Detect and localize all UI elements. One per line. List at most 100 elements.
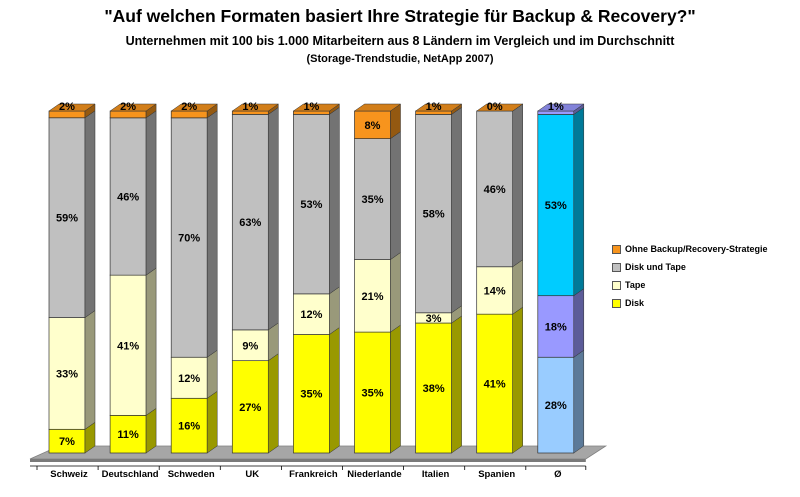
bar-uk-disk-und-tape-side	[268, 106, 279, 331]
legend-item-ohne: Ohne Backup/Recovery-Strategie	[612, 240, 768, 258]
bar-schweden-disk	[170, 397, 208, 454]
bar-spanien-tape-side	[512, 259, 523, 315]
bar-deutschland-ohne-backup-recovery-strategie-top	[109, 103, 157, 112]
bar-niederlande-disk-und-tape-side	[390, 131, 401, 261]
legend-item-tape: Tape	[612, 276, 768, 294]
chart-subtitle: Unternehmen mit 100 bis 1.000 Mitarbeite…	[125, 34, 675, 48]
x-tick-label-average: Ø	[554, 469, 561, 480]
bar-deutschland-disk-side	[145, 407, 157, 454]
bar-deutschland-tape-side	[145, 267, 157, 416]
data-label-schweiz-1: 33%	[56, 368, 78, 380]
bar-niederlande-disk-side	[390, 324, 401, 454]
x-tick-label-schweden: Schweden	[168, 469, 215, 480]
legend-label-disk: Disk	[625, 298, 645, 308]
bar-spanien-disk-und-tape-side	[512, 103, 523, 268]
bar-italien-ohne-backup-recovery-strategie-top	[414, 103, 463, 112]
chart-floor-edge	[30, 459, 586, 462]
bar-spanien-ohne-backup-recovery-strategie-top	[475, 103, 524, 112]
x-tick-label-frankreich: Frankreich	[289, 469, 338, 480]
data-label-frankreich-2: 53%	[300, 199, 322, 211]
data-label-deutschland-2: 46%	[117, 192, 139, 204]
data-label-spanien-0: 41%	[484, 379, 506, 391]
bar-frankreich-ohne-backup-recovery-strategie-top	[292, 103, 341, 112]
chart-legend: Ohne Backup/Recovery-Strategie Disk und …	[612, 240, 768, 312]
legend-label-tape: Tape	[625, 280, 646, 290]
bar-spanien-disk-und-tape	[476, 110, 514, 268]
bar--disk-und-tape	[537, 114, 575, 297]
data-label-spanien-1: 14%	[484, 285, 506, 297]
data-label-deutschland-3: 2%	[120, 101, 136, 113]
bar-spanien-disk-side	[512, 306, 523, 454]
data-label--2: 53%	[545, 200, 567, 212]
x-tick-label-italien: Italien	[422, 469, 450, 480]
data-label-italien-3: 1%	[426, 101, 442, 113]
data-label-uk-2: 63%	[239, 217, 261, 229]
bar-deutschland-tape	[109, 274, 147, 416]
chart-source: (Storage-Trendstudie, NetApp 2007)	[306, 53, 494, 65]
bar-schweiz-disk-und-tape-side	[84, 110, 96, 319]
data-label-spanien-3: 0%	[487, 101, 503, 113]
data-label-niederlande-1: 21%	[361, 291, 383, 303]
bar--ohne-backup-recovery-strategie-top	[537, 103, 585, 112]
data-label-frankreich-1: 12%	[300, 309, 322, 321]
legend-item-disk-und-tape: Disk und Tape	[612, 258, 768, 276]
data-label-niederlande-3: 8%	[365, 120, 381, 132]
x-tick-label-schweiz: Schweiz	[50, 469, 88, 480]
bar-uk-tape	[231, 329, 269, 362]
bar--tape-side	[573, 288, 585, 358]
bar-schweden-tape-side	[206, 349, 218, 399]
bar-niederlande-tape-side	[390, 252, 401, 333]
data-label-schweiz-0: 7%	[59, 436, 75, 448]
legend-swatch-tape	[612, 280, 621, 290]
legend-item-disk: Disk	[612, 294, 768, 312]
data-label-deutschland-1: 41%	[117, 340, 139, 352]
bar--disk-und-tape-side	[573, 106, 585, 297]
data-label-schweden-1: 12%	[178, 373, 200, 385]
bar-deutschland-disk-und-tape-side	[145, 110, 157, 276]
bar-italien-disk-side	[451, 315, 462, 454]
bar-uk-disk-und-tape	[231, 114, 269, 331]
legend-swatch-ohne	[612, 244, 621, 254]
bar-uk-disk	[231, 360, 269, 454]
bar-schweden-disk-side	[206, 390, 218, 454]
data-label-uk-0: 27%	[239, 402, 261, 414]
bar-niederlande-disk	[354, 331, 391, 454]
bar-schweden-disk-und-tape	[170, 117, 208, 358]
bar-schweiz-ohne-backup-recovery-strategie-top	[48, 103, 96, 112]
data-label-frankreich-0: 35%	[300, 389, 322, 401]
data-label-italien-0: 38%	[423, 383, 445, 395]
data-label-uk-1: 9%	[242, 340, 258, 352]
data-label-niederlande-0: 35%	[361, 388, 383, 400]
legend-swatch-disk-und-tape	[612, 262, 621, 272]
bar-schweden-tape	[170, 356, 208, 399]
bar-schweiz-tape-side	[84, 310, 96, 430]
bar-frankreich-disk	[293, 334, 330, 454]
data-label--0: 28%	[545, 400, 567, 412]
bar--tape	[537, 295, 575, 358]
bar-niederlande-ohne-backup-recovery-strategie-top	[353, 103, 402, 112]
data-label-italien-2: 58%	[423, 209, 445, 221]
legend-swatch-disk	[612, 298, 621, 308]
data-label-schweiz-2: 59%	[56, 213, 78, 225]
bar-uk-disk-side	[268, 353, 279, 454]
bar-frankreich-disk-side	[329, 327, 340, 454]
bar--disk	[537, 356, 575, 454]
bar-niederlande-tape	[354, 259, 391, 333]
x-tick-label-uk: UK	[245, 469, 259, 480]
data-label-schweiz-3: 2%	[59, 101, 75, 113]
data-label-italien-1: 3%	[426, 313, 442, 325]
data-label--3: 1%	[548, 101, 564, 113]
data-label-uk-3: 1%	[242, 101, 258, 113]
bar-italien-disk-und-tape-side	[451, 106, 462, 314]
data-label-schweden-3: 2%	[181, 101, 197, 113]
bar-italien-disk	[415, 322, 452, 454]
bar-italien-disk-und-tape	[415, 114, 452, 314]
data-label-frankreich-3: 1%	[303, 101, 319, 113]
bar-uk-ohne-backup-recovery-strategie-top	[231, 103, 280, 112]
data-label--1: 18%	[545, 321, 567, 333]
x-tick-label-deutschland: Deutschland	[102, 469, 159, 480]
data-label-schweden-2: 70%	[178, 233, 200, 245]
legend-label-disk-und-tape: Disk und Tape	[625, 262, 686, 272]
bar-schweden-disk-und-tape-side	[206, 110, 218, 358]
